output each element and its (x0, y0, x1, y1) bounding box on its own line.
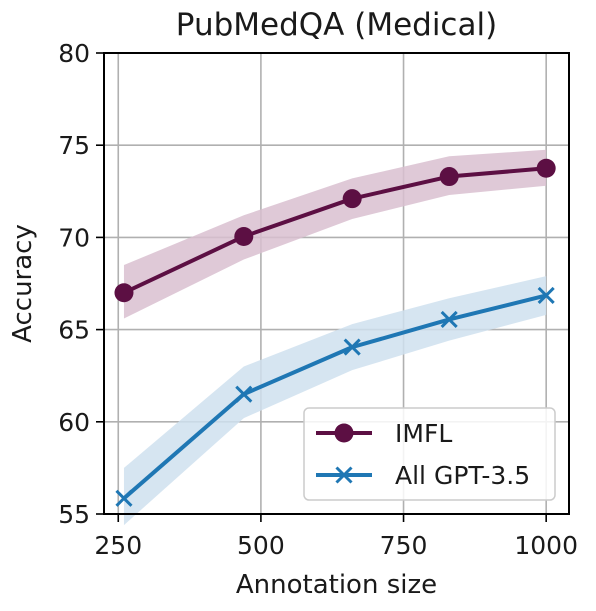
y-tick-label: 75 (58, 131, 90, 160)
x-tick-label: 250 (94, 531, 142, 560)
legend-marker-all-gpt-3-5 (335, 466, 353, 484)
imfl-band (123, 149, 547, 319)
y-tick-label: 80 (58, 39, 90, 68)
plot-frame (103, 52, 570, 515)
x-axis-label: Annotation size (236, 570, 437, 600)
all-gpt-3-5-point (235, 385, 253, 403)
all-gpt-3-5-band (123, 276, 547, 526)
axis-ticks: 250 500 750 1000 55 60 65 70 75 80 (58, 39, 578, 560)
x-tick-label: 500 (237, 531, 285, 560)
y-tick-label: 55 (58, 500, 90, 529)
imfl-point (114, 283, 134, 303)
y-tick-label: 65 (58, 316, 90, 345)
legend-label-all-gpt-3-5: All GPT-3.5 (395, 461, 530, 490)
x-tick-label: 1000 (514, 531, 578, 560)
legend-label-imfl: IMFL (395, 419, 452, 448)
all-gpt-3-5-point (343, 338, 361, 356)
imfl-point (536, 158, 556, 178)
series-markers (114, 158, 556, 507)
y-tick-label: 60 (58, 408, 90, 437)
x-tick-label: 750 (380, 531, 428, 560)
imfl-point (234, 226, 254, 246)
y-axis-label: Accuracy (8, 224, 38, 343)
legend: IMFL All GPT-3.5 (303, 407, 556, 501)
legend-marker-imfl (334, 423, 354, 443)
all-gpt-3-5-point (440, 310, 458, 329)
all-gpt-3-5-point (537, 286, 555, 305)
confidence-bands (123, 149, 547, 526)
all-gpt-3-5-point (115, 489, 133, 507)
chart-title: PubMedQA (Medical) (176, 7, 497, 43)
imfl-point (342, 189, 362, 209)
y-tick-label: 70 (58, 223, 90, 252)
imfl-point (439, 167, 459, 187)
